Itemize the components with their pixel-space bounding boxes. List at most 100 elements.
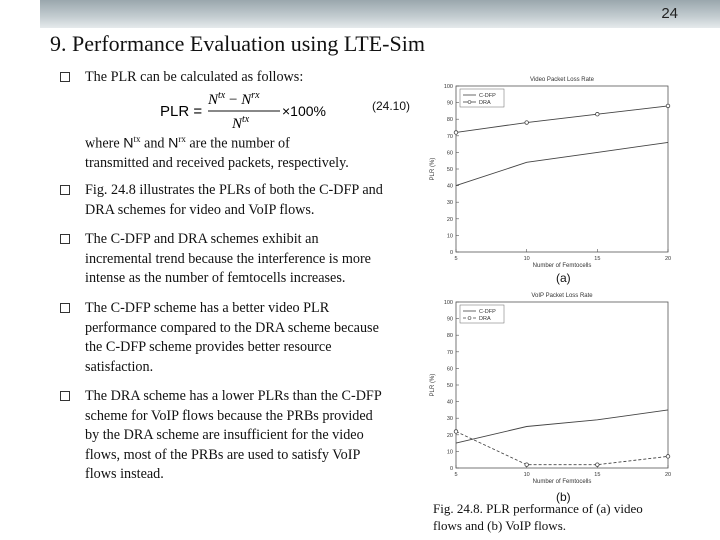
y-tick-label: 100 bbox=[444, 84, 453, 90]
where-line-1: where Ntx and Nrx are the number of bbox=[85, 130, 349, 154]
bullet-line: satisfaction. bbox=[85, 358, 154, 375]
x-tick-label: 10 bbox=[524, 472, 530, 478]
where-n2: N bbox=[168, 135, 179, 152]
y-tick-label: 40 bbox=[447, 184, 453, 190]
formula-num-minus: − bbox=[225, 92, 241, 108]
x-tick-label: 5 bbox=[454, 472, 457, 478]
data-point-dra bbox=[453, 429, 459, 434]
where-line-2: transmitted and received packets, respec… bbox=[85, 155, 349, 172]
chart-voip-plr: VoIP Packet Loss Rate 0 10 20 30 40 50 60 70 80 90… bbox=[424, 288, 690, 488]
formula-lhs: PLR = bbox=[160, 103, 202, 120]
series-line-dra bbox=[455, 431, 669, 466]
bullet-line: scheme for VoIP flows because the PRBs p… bbox=[85, 407, 373, 424]
bullet-line: the C-DFP scheme provides better resourc… bbox=[85, 339, 332, 356]
bullet-line: incremental trend because the interferen… bbox=[85, 250, 371, 267]
bullet-icon bbox=[60, 234, 70, 244]
bullet-text: The DRA scheme has a lower PLRs than the… bbox=[85, 387, 382, 485]
data-point-dra bbox=[524, 120, 529, 125]
legend-label: C-DFP bbox=[479, 309, 496, 315]
where-text: where Ntx and Nrx are the number of tran… bbox=[85, 130, 349, 174]
plot-frame bbox=[455, 85, 669, 253]
header-gradient bbox=[40, 0, 720, 28]
chart-video-plr-svg: Video Packet Loss Rate 0 10 20 30 40 50 60 70 80 9… bbox=[430, 77, 671, 269]
series-line-dra bbox=[455, 105, 669, 133]
y-tick-label: 30 bbox=[447, 416, 453, 422]
y-tick-label: 100 bbox=[444, 300, 453, 306]
chart-voip-plr-svg: VoIP Packet Loss Rate 0 10 20 30 40 50 60 70 80 90… bbox=[430, 293, 671, 485]
bullet-line: flows, most of the PRBs are used to sati… bbox=[85, 446, 361, 463]
legend-label: C-DFP bbox=[479, 93, 496, 99]
where-n1: N bbox=[123, 135, 134, 152]
y-tick-label: 60 bbox=[447, 150, 453, 156]
y-tick-label: 20 bbox=[447, 217, 453, 223]
formula-num-sup2: rx bbox=[251, 90, 260, 101]
series-line-c-dfp bbox=[455, 409, 669, 444]
bullet-line: Fig. 24.8 illustrates the PLRs of both t… bbox=[85, 182, 383, 198]
header-band bbox=[0, 0, 720, 30]
x-tick-label: 15 bbox=[594, 256, 600, 262]
y-tick-label: 0 bbox=[450, 466, 453, 472]
y-tick-label: 30 bbox=[447, 200, 453, 206]
x-tick-label: 5 bbox=[454, 256, 457, 262]
caption-line-2: flows and (b) VoIP flows. bbox=[433, 518, 567, 533]
y-tick-label: 90 bbox=[447, 101, 453, 107]
legend-marker bbox=[467, 316, 472, 320]
where-w1: where bbox=[85, 135, 124, 152]
y-tick-label: 40 bbox=[447, 400, 453, 406]
bullet-line: The C-DFP scheme has a better video PLR bbox=[85, 300, 330, 316]
formula-tag: (24.10) bbox=[372, 99, 411, 113]
chart-title: Video Packet Loss Rate bbox=[530, 77, 595, 83]
x-axis-label: Number of Femtocells bbox=[533, 263, 592, 269]
y-tick-label: 90 bbox=[447, 317, 453, 323]
bullet-text: Fig. 24.8 illustrates the PLRs of both t… bbox=[85, 181, 383, 220]
bullet-line: The C-DFP and DRA schemes exhibit an bbox=[85, 231, 319, 247]
formula-num-sup1: tx bbox=[218, 90, 226, 101]
x-tick-label: 15 bbox=[594, 472, 600, 478]
y-tick-label: 0 bbox=[450, 250, 453, 256]
chart-b-label: (b) bbox=[556, 490, 571, 504]
formula-den-sup: tx bbox=[242, 114, 250, 125]
x-tick-label: 20 bbox=[665, 256, 671, 262]
figure-caption: Fig. 24.8. PLR performance of (a) video … bbox=[433, 500, 703, 534]
formula-denominator: Ntx bbox=[231, 114, 250, 132]
x-axis-label: Number of Femtocells bbox=[533, 479, 592, 485]
x-tick-label: 10 bbox=[524, 256, 530, 262]
bullet-line: flows instead. bbox=[85, 466, 164, 483]
y-tick-label: 70 bbox=[447, 350, 453, 356]
chart-video-plr: Video Packet Loss Rate 0 10 20 30 40 50 60 70 80 9… bbox=[424, 72, 690, 272]
where-w3: are the number of bbox=[185, 135, 290, 152]
bullet-icon bbox=[60, 72, 70, 82]
slide-number: 24 bbox=[661, 5, 678, 22]
y-tick-label: 70 bbox=[447, 134, 453, 140]
data-point-dra bbox=[665, 103, 671, 109]
data-point-dra bbox=[524, 462, 529, 467]
formula-numerator: Ntx − Nrx bbox=[207, 90, 260, 108]
y-tick-label: 20 bbox=[447, 433, 453, 439]
legend-label: DRA bbox=[479, 100, 491, 106]
plr-formula: PLR = Ntx − Nrx Ntx ×100% bbox=[160, 86, 340, 136]
page-title: 9. Performance Evaluation using LTE-Sim bbox=[50, 31, 425, 56]
where-w2: and bbox=[140, 135, 169, 152]
formula-num-n2: N bbox=[240, 92, 252, 108]
series-line-c-dfp bbox=[455, 141, 669, 187]
y-tick-label: 50 bbox=[447, 383, 453, 389]
y-tick-label: 80 bbox=[447, 333, 453, 339]
chart-title: VoIP Packet Loss Rate bbox=[531, 293, 593, 299]
y-tick-label: 60 bbox=[447, 366, 453, 372]
data-point-dra bbox=[595, 462, 600, 467]
y-tick-label: 10 bbox=[447, 449, 453, 455]
bullet-icon bbox=[60, 391, 70, 401]
formula-factor: ×100% bbox=[282, 103, 326, 119]
plot-frame bbox=[455, 301, 669, 469]
bullet-text: The C-DFP and DRA schemes exhibit an inc… bbox=[85, 230, 371, 289]
bullet-line: by the DRA scheme are insufficient for t… bbox=[85, 427, 364, 444]
formula-num-n1: N bbox=[207, 92, 219, 108]
where-s2: rx bbox=[178, 134, 186, 144]
bullet-text: The C-DFP scheme has a better video PLR … bbox=[85, 299, 379, 377]
bullet-icon bbox=[60, 303, 70, 313]
where-s1: tx bbox=[133, 134, 141, 144]
y-axis-label: PLR (%) bbox=[430, 374, 436, 397]
legend-label: DRA bbox=[479, 316, 491, 322]
